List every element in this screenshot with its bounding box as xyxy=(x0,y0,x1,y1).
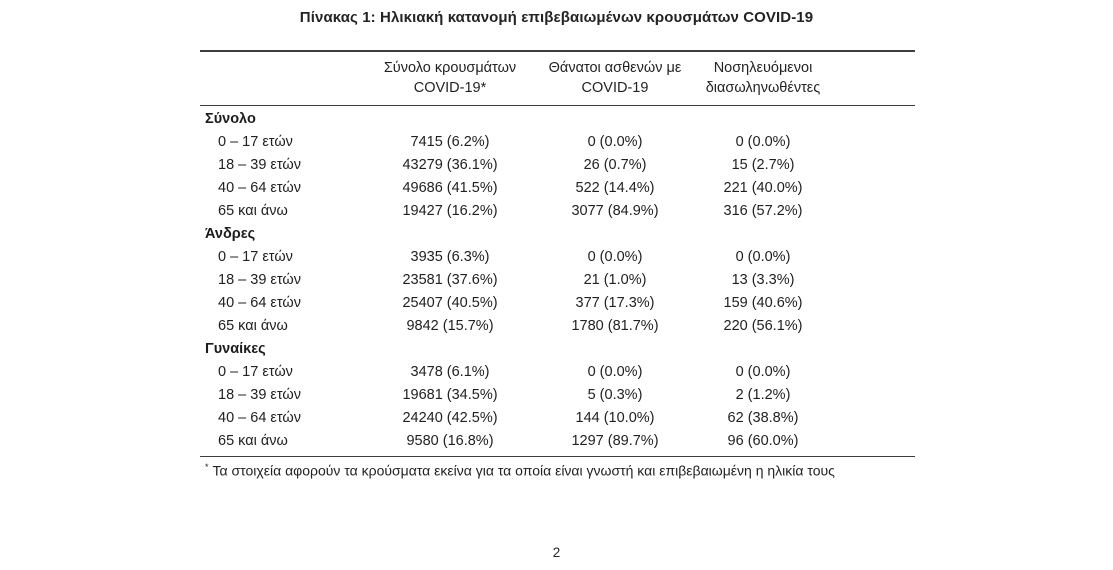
row-label: 0 – 17 ετών xyxy=(218,364,293,380)
cell-total-cases: 7415 (6.2%) xyxy=(410,134,490,150)
cell-deaths: 3077 (84.9%) xyxy=(571,203,659,219)
cell-deaths: 0 (0.0%) xyxy=(587,134,643,150)
header-intubated-line2: διασωληνωθέντες xyxy=(705,80,821,96)
table-row: 65 και άνω 19427 (16.2%) 3077 (84.9%) 31… xyxy=(200,200,915,223)
row-label: 65 και άνω xyxy=(218,318,288,334)
cell-intubated: 96 (60.0%) xyxy=(727,433,799,449)
cell-deaths: 377 (17.3%) xyxy=(575,295,655,311)
cell-total-cases: 3935 (6.3%) xyxy=(410,249,490,265)
cell-deaths: 0 (0.0%) xyxy=(587,364,643,380)
table-body: Σύνολο 0 – 17 ετών 7415 (6.2%) 0 (0.0%) … xyxy=(200,106,915,457)
cell-total-cases: 25407 (40.5%) xyxy=(402,295,498,311)
table-footnote: * Τα στοιχεία αφορούν τα κρούσματα εκείνα… xyxy=(200,457,915,479)
section-header-total: Σύνολο xyxy=(205,111,256,127)
cell-deaths: 144 (10.0%) xyxy=(575,410,655,426)
cell-intubated: 221 (40.0%) xyxy=(723,180,803,196)
cell-deaths: 522 (14.4%) xyxy=(575,180,655,196)
cell-total-cases: 24240 (42.5%) xyxy=(402,410,498,426)
header-deaths-line1: Θάνατοι ασθενών με xyxy=(548,60,682,76)
cell-total-cases: 19681 (34.5%) xyxy=(402,387,498,403)
cell-deaths: 1780 (81.7%) xyxy=(571,318,659,334)
row-label: 40 – 64 ετών xyxy=(218,295,301,311)
cell-total-cases: 9580 (16.8%) xyxy=(406,433,494,449)
row-label: 65 και άνω xyxy=(218,203,288,219)
cell-deaths: 21 (1.0%) xyxy=(583,272,647,288)
table-row: 40 – 64 ετών 24240 (42.5%) 144 (10.0%) 6… xyxy=(200,407,915,430)
row-label: 40 – 64 ετών xyxy=(218,410,301,426)
row-label: 65 και άνω xyxy=(218,433,288,449)
cell-total-cases: 43279 (36.1%) xyxy=(402,157,498,173)
cell-intubated: 220 (56.1%) xyxy=(723,318,803,334)
header-total-cases-line2: COVID-19* xyxy=(413,80,487,96)
footnote-marker: * xyxy=(205,462,209,472)
table-row: 0 – 17 ετών 3935 (6.3%) 0 (0.0%) 0 (0.0%… xyxy=(200,246,915,269)
table-title: Πίνακας 1: Ηλικιακή κατανομή επιβεβαιωμέ… xyxy=(299,9,814,26)
section-header-men: Άνδρες xyxy=(205,226,256,242)
row-label: 18 – 39 ετών xyxy=(218,272,301,288)
cell-intubated: 159 (40.6%) xyxy=(723,295,803,311)
footnote-text: Τα στοιχεία αφορούν τα κρούσματα εκείνα … xyxy=(212,462,835,479)
table-header-row: Σύνολο κρουσμάτων COVID-19* Θάνατοι ασθε… xyxy=(200,52,915,106)
table-row: 40 – 64 ετών 25407 (40.5%) 377 (17.3%) 1… xyxy=(200,292,915,315)
cell-total-cases: 23581 (37.6%) xyxy=(402,272,498,288)
header-deaths-line2: COVID-19 xyxy=(581,80,649,96)
cell-intubated: 2 (1.2%) xyxy=(735,387,791,403)
table-row: 0 – 17 ετών 7415 (6.2%) 0 (0.0%) 0 (0.0%… xyxy=(200,131,915,154)
cell-deaths: 26 (0.7%) xyxy=(583,157,647,173)
row-label: 0 – 17 ετών xyxy=(218,249,293,265)
cell-intubated: 0 (0.0%) xyxy=(735,364,791,380)
header-intubated-line1: Νοσηλευόμενοι xyxy=(713,60,813,76)
cell-intubated: 0 (0.0%) xyxy=(735,134,791,150)
cell-total-cases: 19427 (16.2%) xyxy=(402,203,498,219)
cell-deaths: 0 (0.0%) xyxy=(587,249,643,265)
cell-intubated: 13 (3.3%) xyxy=(731,272,795,288)
table-row: 65 και άνω 9580 (16.8%) 1297 (89.7%) 96 … xyxy=(200,430,915,453)
cell-total-cases: 3478 (6.1%) xyxy=(410,364,490,380)
cell-total-cases: 9842 (15.7%) xyxy=(406,318,494,334)
cell-intubated: 62 (38.8%) xyxy=(727,410,799,426)
header-intubated: Νοσηλευόμενοι διασωληνωθέντες xyxy=(690,58,836,98)
table-row: 65 και άνω 9842 (15.7%) 1780 (81.7%) 220… xyxy=(200,315,915,338)
table-row: 0 – 17 ετών 3478 (6.1%) 0 (0.0%) 0 (0.0%… xyxy=(200,361,915,384)
row-label: 0 – 17 ετών xyxy=(218,134,293,150)
cell-total-cases: 49686 (41.5%) xyxy=(402,180,498,196)
header-total-cases-line1: Σύνολο κρουσμάτων xyxy=(383,60,517,76)
cell-intubated: 15 (2.7%) xyxy=(731,157,795,173)
covid-age-distribution-table: Σύνολο κρουσμάτων COVID-19* Θάνατοι ασθε… xyxy=(200,50,915,479)
row-label: 18 – 39 ετών xyxy=(218,157,301,173)
row-label: 18 – 39 ετών xyxy=(218,387,301,403)
cell-intubated: 0 (0.0%) xyxy=(735,249,791,265)
cell-deaths: 5 (0.3%) xyxy=(587,387,643,403)
table-row: 18 – 39 ετών 43279 (36.1%) 26 (0.7%) 15 … xyxy=(200,154,915,177)
table-row: 18 – 39 ετών 23581 (37.6%) 21 (1.0%) 13 … xyxy=(200,269,915,292)
cell-intubated: 316 (57.2%) xyxy=(723,203,803,219)
page-number: 2 xyxy=(552,545,561,560)
cell-deaths: 1297 (89.7%) xyxy=(571,433,659,449)
header-total-cases: Σύνολο κρουσμάτων COVID-19* xyxy=(360,58,540,98)
header-deaths: Θάνατοι ασθενών με COVID-19 xyxy=(540,58,690,98)
table-row: 18 – 39 ετών 19681 (34.5%) 5 (0.3%) 2 (1… xyxy=(200,384,915,407)
table-row: 40 – 64 ετών 49686 (41.5%) 522 (14.4%) 2… xyxy=(200,177,915,200)
section-header-women: Γυναίκες xyxy=(205,341,266,357)
row-label: 40 – 64 ετών xyxy=(218,180,301,196)
